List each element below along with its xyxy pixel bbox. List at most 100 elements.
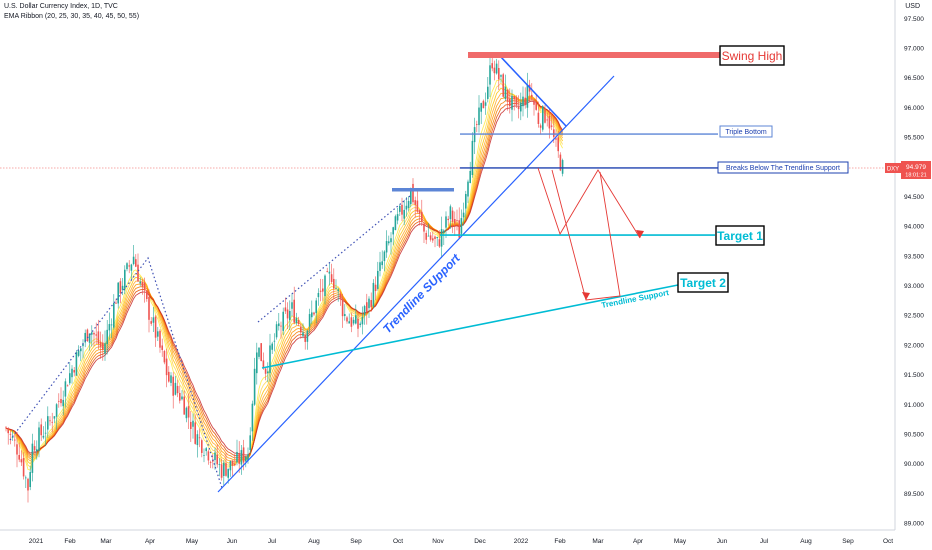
- candle-body: [75, 352, 78, 376]
- candle-body: [242, 447, 245, 463]
- candle-body: [319, 290, 322, 292]
- candle-body: [18, 455, 20, 460]
- candle-body: [546, 119, 548, 121]
- candle-body: [73, 370, 75, 373]
- candle-body: [491, 63, 493, 69]
- x-tick-label: Sep: [350, 538, 362, 545]
- break-label: Breaks Below The Trendline Support: [717, 161, 849, 174]
- candle-body: [297, 320, 300, 325]
- candle-body: [445, 216, 447, 228]
- candle-body: [383, 251, 386, 262]
- candle-body: [31, 443, 34, 473]
- candle-body: [71, 368, 73, 378]
- candle-body: [526, 85, 529, 108]
- candle-body: [410, 188, 412, 205]
- price-tag-value: 94.979: [906, 164, 926, 171]
- candle-body: [16, 444, 18, 455]
- ema-line: [5, 99, 563, 457]
- y-tick-label: 96.000: [904, 105, 924, 112]
- x-tick-label: Apr: [633, 538, 644, 545]
- candle-body: [335, 288, 337, 289]
- candle-body: [311, 312, 313, 318]
- candle-body: [480, 103, 482, 112]
- candle-body: [403, 209, 405, 219]
- candle-body: [548, 115, 551, 129]
- candle-body: [60, 398, 62, 404]
- candle-body: [117, 282, 119, 304]
- candle-body: [66, 385, 69, 387]
- x-tick-label: Jul: [268, 538, 277, 545]
- candle-body: [478, 107, 480, 126]
- candle-body: [559, 154, 562, 171]
- candle-body: [326, 271, 328, 273]
- y-tick-label: 95.500: [904, 135, 924, 142]
- candle-body: [449, 206, 452, 220]
- y-tick-label: 94.500: [904, 194, 924, 201]
- candle-body: [379, 262, 381, 271]
- candle-body: [62, 399, 64, 407]
- x-tick-label: May: [674, 538, 687, 545]
- candle-body: [484, 102, 487, 106]
- candle-body: [11, 436, 14, 438]
- y-tick-label: 89.000: [904, 521, 924, 528]
- y-axis: 97.50097.00096.50096.00095.50095.00094.5…: [885, 16, 931, 528]
- candle-body: [537, 112, 540, 124]
- candle-body: [187, 406, 190, 418]
- candle-body: [278, 323, 280, 327]
- candle-body: [542, 106, 544, 130]
- candle-body: [412, 183, 414, 203]
- candle-body: [511, 95, 513, 110]
- candle-body: [53, 416, 56, 419]
- channel-top-dotted-line: [257, 195, 411, 323]
- candle-body: [539, 125, 542, 128]
- y-tick-label: 93.500: [904, 253, 924, 260]
- candle-body: [36, 449, 38, 452]
- candle-body: [348, 321, 350, 324]
- label-box: [719, 45, 785, 66]
- candle-body: [220, 464, 223, 478]
- candle-body: [306, 330, 309, 342]
- candle-body: [181, 396, 183, 400]
- x-tick-label: Jun: [227, 538, 238, 545]
- ema-line: [5, 92, 563, 463]
- swing-high-label: Swing High: [719, 45, 785, 66]
- candle-body: [95, 334, 97, 336]
- x-tick-label: 2021: [29, 538, 44, 545]
- x-tick-label: Jun: [717, 538, 728, 545]
- candle-body: [533, 101, 535, 105]
- candle-body: [29, 472, 31, 488]
- candle-body: [80, 348, 82, 352]
- candle-body: [198, 437, 201, 439]
- candle-body: [293, 299, 295, 323]
- candle-body: [361, 316, 364, 325]
- candle-body: [249, 435, 251, 450]
- candle-body: [482, 100, 485, 109]
- ema-line: [5, 82, 564, 468]
- candle-body: [82, 343, 84, 347]
- candle-body: [394, 216, 397, 231]
- candle-body: [300, 326, 302, 333]
- candle-body: [557, 137, 559, 152]
- candle-body: [273, 340, 276, 342]
- candle-body: [344, 314, 346, 317]
- candle-body: [352, 319, 355, 324]
- y-tick-label: 89.500: [904, 491, 924, 498]
- candle-body: [304, 335, 306, 342]
- x-tick-label: Feb: [554, 538, 566, 545]
- candle-body: [58, 400, 60, 402]
- candle-body: [260, 343, 262, 362]
- candle-body: [451, 210, 454, 222]
- candle-body: [49, 420, 51, 422]
- candle-body: [515, 97, 518, 105]
- candle-body: [407, 200, 410, 209]
- candle-body: [5, 427, 7, 429]
- candle-body: [168, 371, 170, 382]
- candle-body: [366, 302, 368, 312]
- candle-body: [20, 459, 23, 463]
- candle-body: [201, 440, 203, 453]
- candle-body: [55, 404, 58, 417]
- x-tick-label: 2022: [514, 538, 529, 545]
- candle-body: [469, 170, 471, 184]
- candle-body: [291, 302, 293, 309]
